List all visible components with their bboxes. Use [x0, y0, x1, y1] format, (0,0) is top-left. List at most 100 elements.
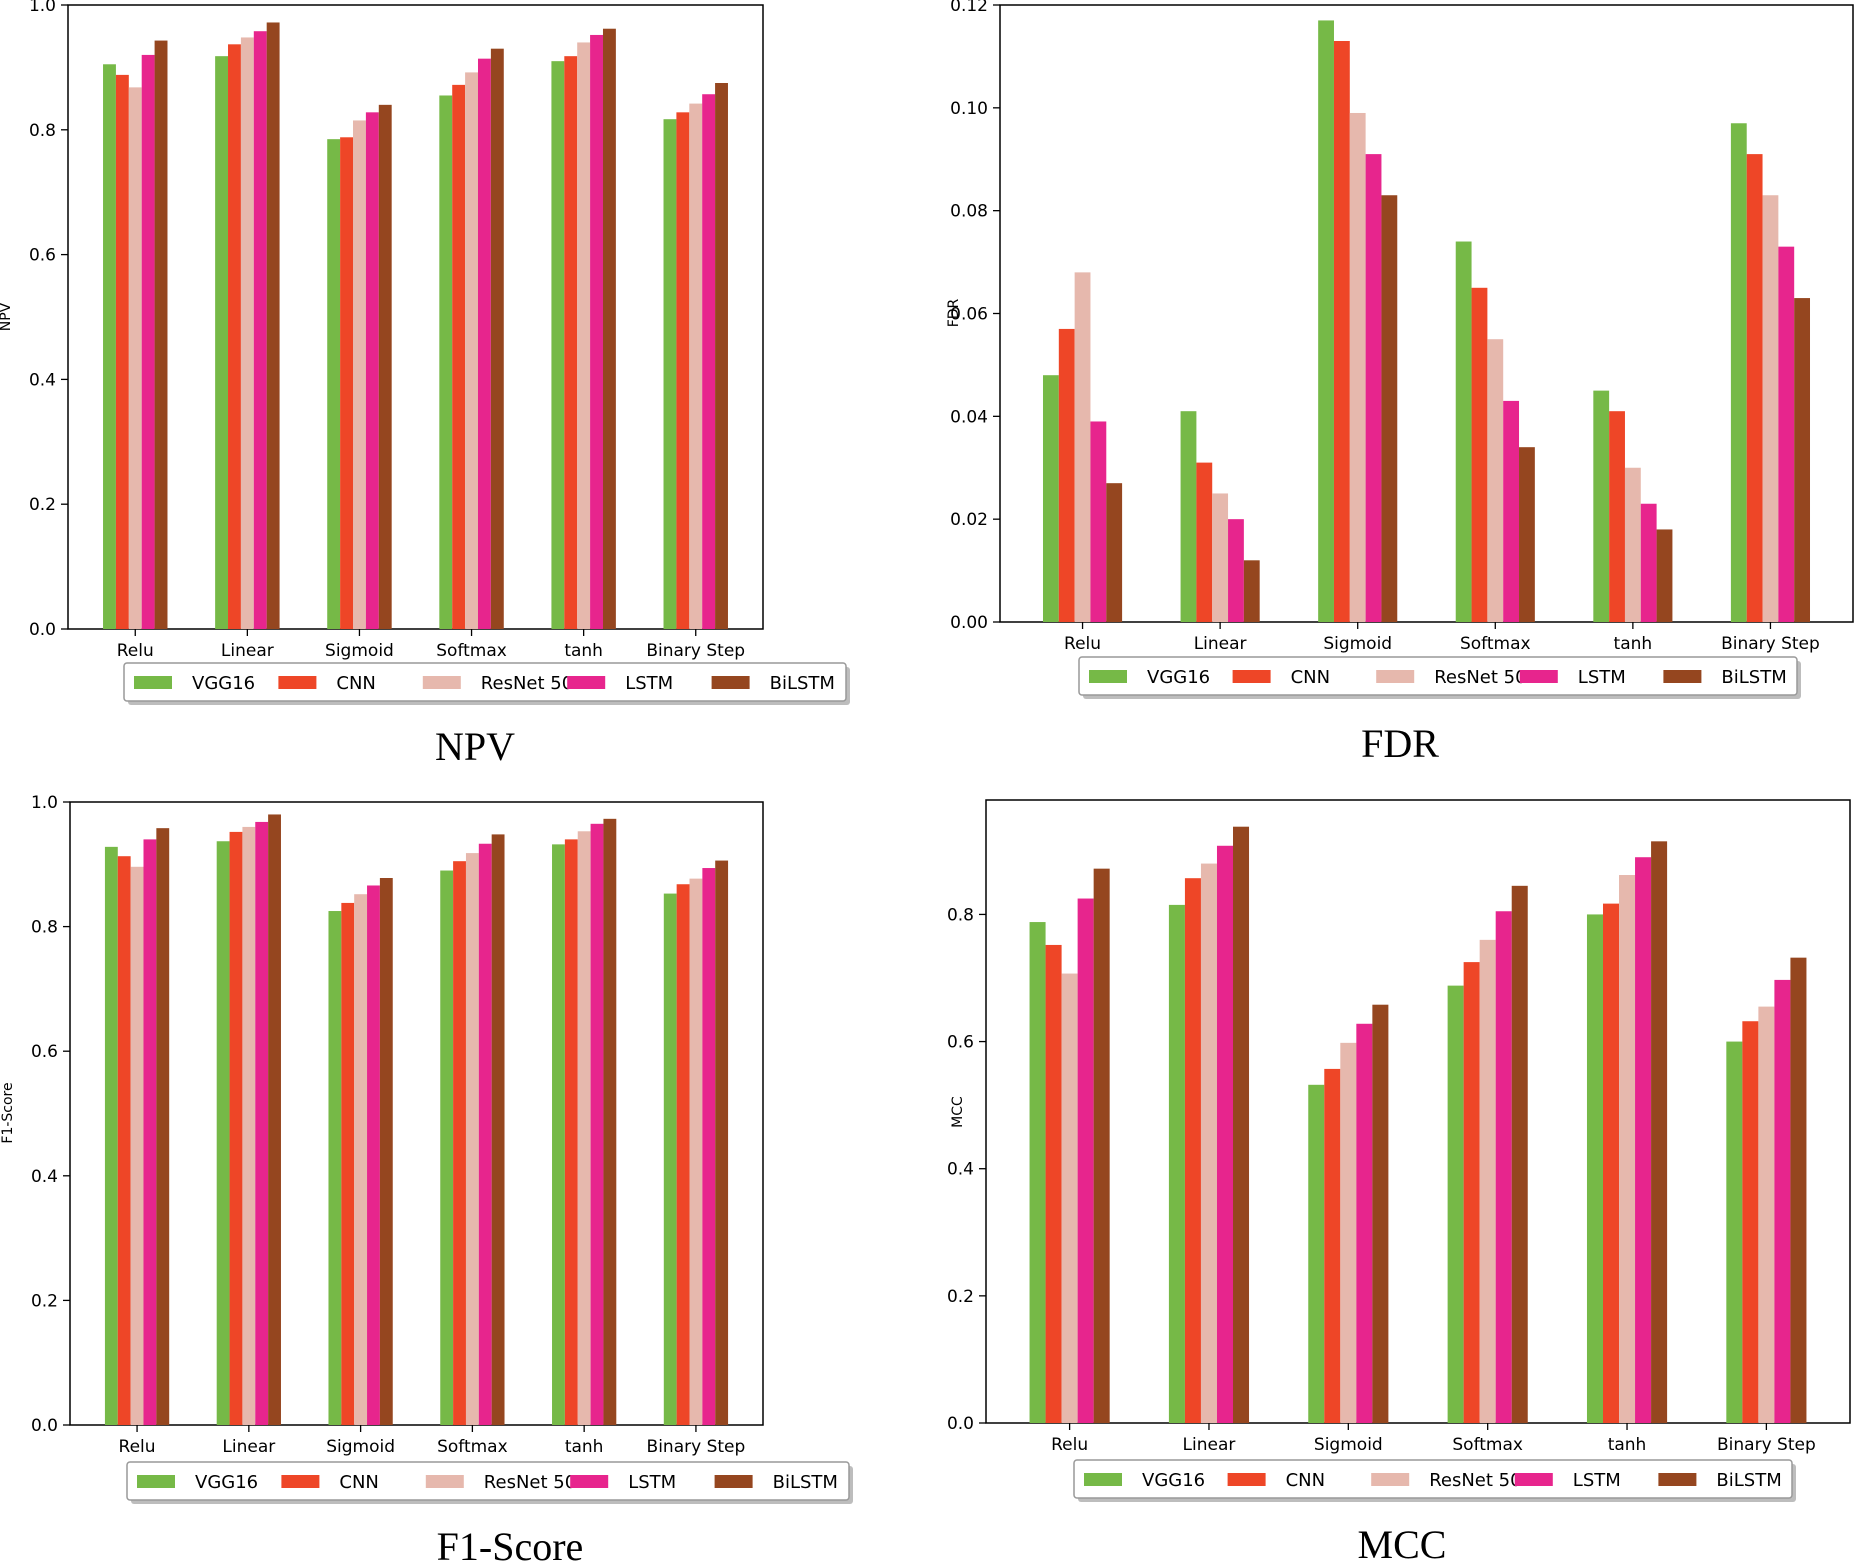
bar-lstm-tanh: [1635, 857, 1652, 1423]
panel-caption: NPV: [435, 724, 515, 769]
bar-bilstm-binary-step: [715, 860, 729, 1425]
bar-lstm-tanh: [590, 823, 604, 1425]
bar-resnet50-binary-step: [689, 878, 703, 1425]
legend-label: VGG16: [195, 1472, 258, 1493]
bar-resnet50-binary-step: [1758, 1006, 1775, 1423]
x-tick-label: tanh: [564, 641, 603, 661]
bar-resnet50-relu: [1061, 973, 1078, 1423]
y-tick-label: 0.0: [947, 1414, 974, 1434]
bar-lstm-binary-step: [1774, 979, 1791, 1423]
bar-lstm-linear: [1216, 845, 1234, 1423]
bar-resnet50-sigmoid: [1349, 112, 1366, 622]
x-tick-label: Linear: [1194, 634, 1247, 654]
bar-bilstm-linear: [1243, 560, 1260, 622]
bar-resnet50-relu: [1074, 272, 1091, 622]
y-axis-label: MCC: [950, 1096, 966, 1128]
legend-label: LSTM: [625, 673, 673, 694]
bar-cnn-softmax: [1471, 287, 1488, 622]
bar-bilstm-relu: [156, 828, 170, 1425]
bar-vgg16-sigmoid: [328, 911, 342, 1425]
bar-lstm-softmax: [1503, 400, 1520, 622]
legend-swatch-bilstm: [714, 1475, 753, 1488]
y-axis-label: FDR: [946, 298, 962, 327]
bar-lstm-binary-step: [1778, 246, 1795, 623]
legend: [1078, 656, 1798, 696]
bar-vgg16-relu: [1029, 922, 1046, 1423]
legend-label: CNN: [1286, 1470, 1326, 1491]
x-tick-label: Softmax: [436, 641, 507, 661]
bar-bilstm-softmax: [1519, 447, 1535, 622]
x-tick-label: Sigmoid: [326, 1437, 395, 1457]
chart-panel-npv: 0.0 0.2 0.4 0.6 0.8 1.0 NPV Relu Linear Sigmoid So…: [0, 0, 850, 769]
bar-vgg16-sigmoid: [1318, 20, 1334, 623]
legend-swatch-vgg16: [134, 676, 172, 689]
bar-resnet50-linear: [240, 37, 254, 629]
bar-bilstm-tanh: [1651, 841, 1668, 1423]
bar-resnet50-linear: [1212, 493, 1229, 622]
chart-panel-f1-score: 0.0 0.2 0.4 0.6 0.8 1.0 F1-Score Relu Linear Sigm…: [0, 793, 853, 1565]
x-tick-label: tanh: [1608, 1435, 1647, 1455]
legend-label: VGG16: [1142, 1470, 1205, 1491]
bar-bilstm-tanh: [1656, 529, 1673, 622]
legend: [126, 1461, 850, 1501]
y-tick-label: 0.4: [29, 370, 56, 390]
bar-lstm-linear: [255, 821, 269, 1425]
bar-bilstm-binary-step: [1794, 298, 1811, 622]
bar-lstm-tanh: [1640, 503, 1657, 622]
legend-label: CNN: [339, 1472, 379, 1493]
y-tick-label: 0.6: [29, 246, 56, 266]
bar-bilstm-softmax: [1511, 885, 1528, 1423]
y-axis-label: F1-Score: [0, 1082, 16, 1143]
bar-cnn-linear: [229, 831, 243, 1425]
legend-label: CNN: [336, 673, 376, 694]
bar-cnn-tanh: [564, 56, 578, 630]
bar-vgg16-softmax: [1455, 241, 1472, 622]
bar-bilstm-relu: [1093, 868, 1110, 1423]
bar-cnn-tanh: [564, 839, 578, 1425]
bar-bilstm-binary-step: [1790, 957, 1807, 1423]
bar-vgg16-relu: [103, 64, 116, 629]
bar-bilstm-linear: [266, 22, 280, 630]
bar-lstm-relu: [1077, 898, 1094, 1423]
legend-label: LSTM: [1578, 667, 1626, 688]
x-tick-label: Binary Step: [646, 641, 745, 661]
x-tick-label: Softmax: [1452, 1435, 1523, 1455]
legend-swatch-vgg16: [137, 1475, 175, 1488]
bar-cnn-binary-step: [1742, 1021, 1759, 1423]
bar-bilstm-linear: [268, 814, 281, 1425]
legend-swatch-bilstm: [711, 676, 750, 689]
bar-resnet50-softmax: [465, 72, 478, 630]
bar-cnn-linear: [1196, 462, 1213, 622]
legend-label: ResNet 50: [481, 673, 573, 694]
bar-lstm-relu: [143, 839, 157, 1425]
bar-lstm-binary-step: [702, 868, 716, 1425]
legend-label: ResNet 50: [1429, 1470, 1521, 1491]
legend-label: CNN: [1291, 667, 1331, 688]
legend-swatch-lstm: [567, 676, 606, 689]
y-tick-label: 0.8: [947, 905, 974, 925]
bar-bilstm-relu: [154, 40, 168, 630]
bar-lstm-relu: [1090, 421, 1107, 622]
bar-lstm-relu: [141, 54, 155, 630]
bar-vgg16-binary-step: [1730, 123, 1747, 622]
y-tick-label: 1.0: [29, 0, 56, 16]
x-tick-label: Binary Step: [1717, 1435, 1816, 1455]
y-tick-label: 0.02: [950, 510, 988, 530]
x-tick-label: Binary Step: [1721, 634, 1820, 654]
bar-cnn-sigmoid: [341, 902, 355, 1425]
bar-bilstm-sigmoid: [1381, 195, 1398, 622]
x-tick-label: Binary Step: [647, 1437, 746, 1457]
chart-panel-mcc: 0.0 0.2 0.4 0.6 0.8 MCC Relu Linear Sigmoid Softm…: [947, 799, 1851, 1565]
legend-label: ResNet 50: [484, 1472, 576, 1493]
bar-lstm-linear: [1228, 519, 1244, 622]
bar-cnn-relu: [1045, 944, 1062, 1423]
legend: [1073, 1459, 1793, 1499]
y-tick-label: 0.6: [947, 1033, 974, 1053]
legend-label: ResNet 50: [1434, 667, 1526, 688]
bar-lstm-sigmoid: [1356, 1023, 1373, 1423]
bar-vgg16-linear: [215, 56, 229, 630]
bar-cnn-sigmoid: [1333, 40, 1350, 623]
x-tick-label: Softmax: [1460, 634, 1531, 654]
x-tick-label: Linear: [1183, 1435, 1236, 1455]
y-tick-label: 0.4: [947, 1160, 974, 1180]
